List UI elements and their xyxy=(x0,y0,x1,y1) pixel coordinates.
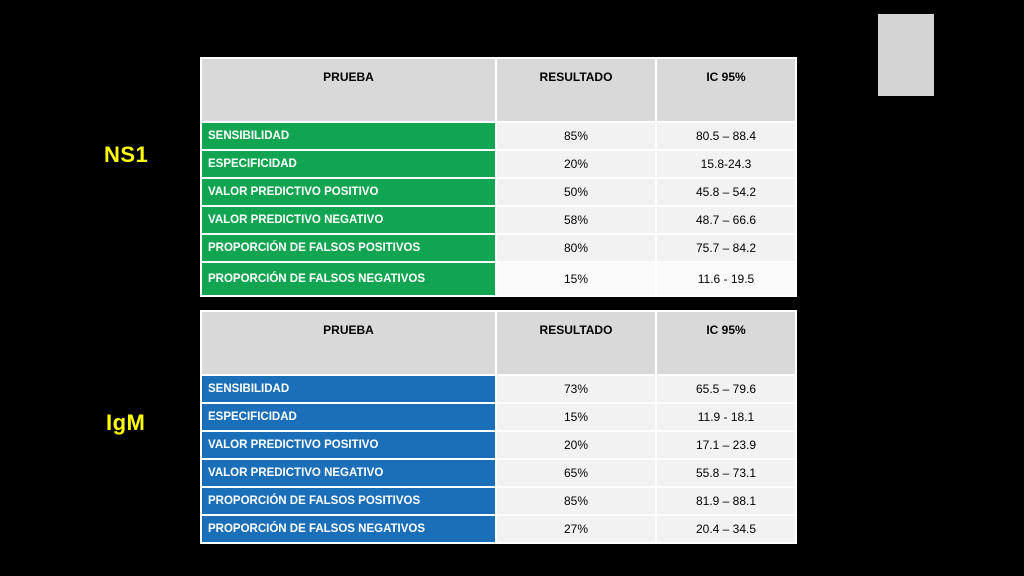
prueba-cell: PROPORCIÓN DE FALSOS POSITIVOS xyxy=(202,235,495,261)
resultado-cell: 15% xyxy=(497,404,655,430)
prueba-cell: PROPORCIÓN DE FALSOS POSITIVOS xyxy=(202,488,495,514)
ic-cell: 11.9 - 18.1 xyxy=(657,404,795,430)
prueba-cell: SENSIBILIDAD xyxy=(202,123,495,149)
prueba-cell: SENSIBILIDAD xyxy=(202,376,495,402)
ic-cell: 65.5 – 79.6 xyxy=(657,376,795,402)
header-cell-ic95: IC 95% xyxy=(657,59,795,121)
ic-cell: 11.6 - 19.5 xyxy=(657,263,795,295)
resultado-cell: 80% xyxy=(497,235,655,261)
ns1-results-table: PRUEBA RESULTADO IC 95% SENSIBILIDAD 85%… xyxy=(200,57,797,297)
ic-cell: 17.1 – 23.9 xyxy=(657,432,795,458)
prueba-cell: PROPORCIÓN DE FALSOS NEGATIVOS xyxy=(202,263,495,295)
resultado-cell: 85% xyxy=(497,488,655,514)
prueba-cell: ESPECIFICIDAD xyxy=(202,404,495,430)
resultado-cell: 73% xyxy=(497,376,655,402)
prueba-cell: VALOR PREDICTIVO NEGATIVO xyxy=(202,207,495,233)
igm-results-table: PRUEBA RESULTADO IC 95% SENSIBILIDAD 73%… xyxy=(200,310,797,544)
resultado-cell: 27% xyxy=(497,516,655,542)
prueba-cell: ESPECIFICIDAD xyxy=(202,151,495,177)
ic-cell: 45.8 – 54.2 xyxy=(657,179,795,205)
header-cell-prueba: PRUEBA xyxy=(202,59,495,121)
resultado-cell: 50% xyxy=(497,179,655,205)
ic-cell: 80.5 – 88.4 xyxy=(657,123,795,149)
resultado-cell: 20% xyxy=(497,151,655,177)
prueba-cell: VALOR PREDICTIVO NEGATIVO xyxy=(202,460,495,486)
ic-cell: 20.4 – 34.5 xyxy=(657,516,795,542)
resultado-cell: 65% xyxy=(497,460,655,486)
header-cell-resultado: RESULTADO xyxy=(497,59,655,121)
ns1-label: NS1 xyxy=(104,142,149,167)
ic-cell: 55.8 – 73.1 xyxy=(657,460,795,486)
prueba-cell: VALOR PREDICTIVO POSITIVO xyxy=(202,179,495,205)
resultado-cell: 85% xyxy=(497,123,655,149)
ic-cell: 48.7 – 66.6 xyxy=(657,207,795,233)
corner-decoration-rectangle xyxy=(878,14,934,96)
header-cell-resultado: RESULTADO xyxy=(497,312,655,374)
resultado-cell: 15% xyxy=(497,263,655,295)
ic-cell: 15.8-24.3 xyxy=(657,151,795,177)
ic-cell: 81.9 – 88.1 xyxy=(657,488,795,514)
resultado-cell: 58% xyxy=(497,207,655,233)
igm-label: IgM xyxy=(106,410,146,435)
prueba-cell: VALOR PREDICTIVO POSITIVO xyxy=(202,432,495,458)
resultado-cell: 20% xyxy=(497,432,655,458)
header-cell-prueba: PRUEBA xyxy=(202,312,495,374)
header-cell-ic95: IC 95% xyxy=(657,312,795,374)
ic-cell: 75.7 – 84.2 xyxy=(657,235,795,261)
prueba-cell: PROPORCIÓN DE FALSOS NEGATIVOS xyxy=(202,516,495,542)
